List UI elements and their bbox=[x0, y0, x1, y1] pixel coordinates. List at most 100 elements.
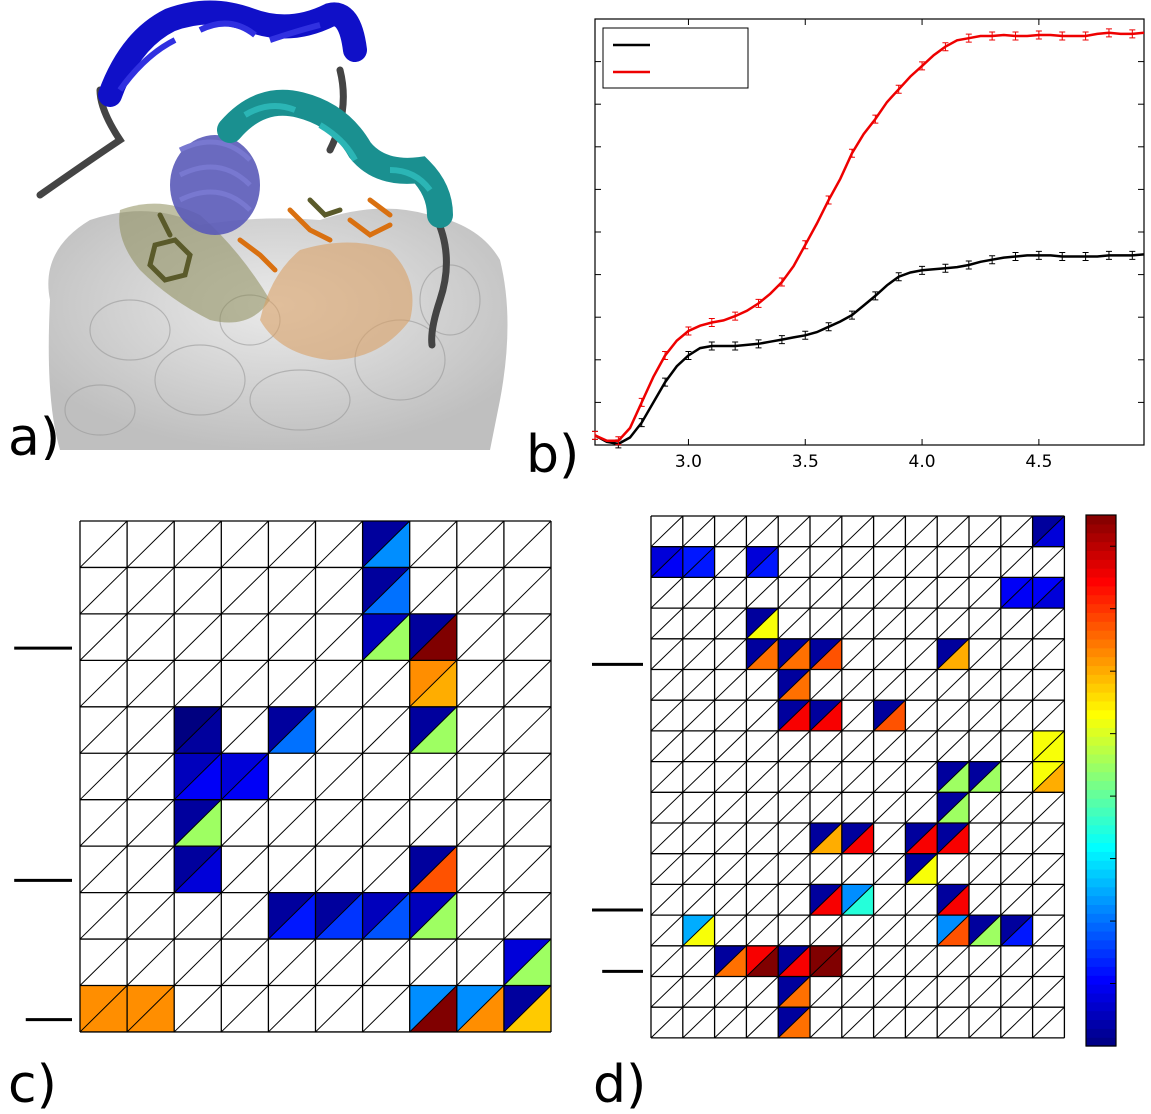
colorbar-segment bbox=[1086, 913, 1116, 923]
cell-diagonal bbox=[968, 638, 1002, 670]
colorbar-segment bbox=[1086, 798, 1116, 808]
colorbar-segment bbox=[1086, 700, 1116, 711]
cell-diagonal bbox=[746, 515, 779, 548]
cell-diagonal bbox=[682, 761, 715, 793]
cell-diagonal bbox=[777, 914, 811, 947]
cell-diagonal bbox=[1032, 669, 1065, 701]
cell-diagonal bbox=[1032, 546, 1065, 578]
cell-diagonal bbox=[268, 567, 316, 615]
cell-diagonal bbox=[362, 799, 411, 847]
cell-diagonal bbox=[650, 638, 684, 670]
cell-diagonal bbox=[873, 853, 906, 885]
colorbar-segment bbox=[1086, 718, 1116, 728]
cell-diagonal bbox=[456, 799, 505, 847]
cell-diagonal bbox=[682, 607, 715, 640]
error-bar bbox=[848, 310, 855, 320]
cell-diagonal bbox=[503, 892, 552, 940]
colorbar-segment bbox=[1086, 665, 1116, 675]
cell-diagonal bbox=[936, 976, 970, 1008]
cell-diagonal bbox=[936, 607, 970, 640]
cell-diagonal bbox=[809, 914, 843, 947]
error-bar bbox=[895, 84, 902, 94]
cell-lower-ARG72-ASP43 bbox=[1000, 577, 1033, 609]
cell-diagonal bbox=[905, 730, 938, 762]
cell-diagonal bbox=[362, 659, 411, 708]
error-bar bbox=[1035, 30, 1042, 40]
cell-diagonal bbox=[777, 577, 811, 609]
panel-a-label: a) bbox=[8, 408, 60, 460]
colorbar-segment bbox=[1086, 745, 1116, 755]
cell-diagonal bbox=[650, 1006, 684, 1039]
colorbar-segment bbox=[1086, 647, 1116, 658]
cell-diagonal bbox=[362, 752, 411, 801]
cell-diagonal bbox=[905, 669, 938, 701]
cell-diagonal bbox=[126, 567, 175, 615]
cell-diagonal bbox=[409, 892, 458, 940]
cell-diagonal bbox=[968, 577, 1002, 609]
colorbar-segment bbox=[1086, 1037, 1116, 1047]
cell-diagonal bbox=[746, 730, 779, 762]
cell-diagonal bbox=[936, 546, 970, 578]
colorbar-segment bbox=[1086, 594, 1116, 605]
cell-diagonal bbox=[905, 607, 938, 640]
cell-diagonal bbox=[1032, 976, 1065, 1008]
cell-diagonal bbox=[873, 822, 906, 855]
x-tick-label: 3.0 bbox=[675, 452, 702, 472]
contact-map-c: c) bbox=[8, 520, 552, 1114]
cell-diagonal bbox=[456, 659, 505, 708]
cell-diagonal bbox=[905, 515, 938, 548]
cell-diagonal bbox=[682, 515, 715, 548]
cell-diagonal bbox=[173, 706, 222, 754]
cell-diagonal bbox=[714, 853, 747, 885]
cell-diagonal bbox=[268, 520, 316, 568]
cell-diagonal bbox=[905, 853, 938, 885]
colorbar-segment bbox=[1086, 550, 1116, 560]
cell-diagonal bbox=[1000, 945, 1033, 977]
cell-diagonal bbox=[714, 515, 747, 548]
cell-diagonal bbox=[905, 577, 938, 609]
colorbar-segment bbox=[1086, 842, 1116, 852]
colorbar-segment bbox=[1086, 1019, 1116, 1029]
colorbar-segment bbox=[1086, 922, 1116, 932]
cell-diagonal bbox=[650, 853, 684, 885]
cell-diagonal bbox=[968, 914, 1002, 947]
cell-diagonal bbox=[968, 669, 1002, 701]
cell-diagonal bbox=[503, 938, 552, 986]
cell-diagonal bbox=[650, 607, 684, 640]
cell-diagonal bbox=[650, 515, 684, 548]
cell-diagonal bbox=[409, 567, 458, 615]
cell-diagonal bbox=[1000, 607, 1033, 640]
error-bar bbox=[965, 33, 972, 43]
cell-diagonal bbox=[841, 546, 874, 578]
cell-diagonal bbox=[220, 892, 269, 940]
cell-diagonal bbox=[1000, 546, 1033, 578]
cell-diagonal bbox=[873, 607, 906, 640]
cell-diagonal bbox=[409, 520, 458, 568]
cell-diagonal bbox=[777, 546, 811, 578]
cell-diagonal bbox=[777, 791, 811, 824]
colorbar-segment bbox=[1086, 1028, 1116, 1038]
cell-diagonal bbox=[809, 791, 843, 824]
cell-diagonal bbox=[650, 699, 684, 732]
cell-diagonal bbox=[841, 699, 874, 732]
cell-diagonal bbox=[682, 976, 715, 1008]
cell-diagonal bbox=[905, 914, 938, 947]
cell-diagonal bbox=[682, 546, 715, 578]
cell-diagonal bbox=[409, 706, 458, 754]
cell-diagonal bbox=[126, 752, 175, 801]
plot-frame bbox=[594, 18, 1145, 446]
cell-diagonal bbox=[714, 1006, 747, 1039]
cell-diagonal bbox=[409, 752, 458, 801]
error-bar bbox=[1012, 251, 1019, 261]
cell-diagonal bbox=[714, 638, 747, 670]
cell-diagonal bbox=[220, 845, 269, 893]
cell-diagonal bbox=[650, 546, 684, 578]
cell-diagonal bbox=[173, 845, 222, 893]
cell-diagonal bbox=[777, 884, 811, 916]
error-bar bbox=[895, 272, 902, 282]
cell-diagonal bbox=[968, 699, 1002, 732]
cell-diagonal bbox=[873, 761, 906, 793]
x-tick-label: 4.0 bbox=[909, 452, 936, 472]
cell-diagonal bbox=[968, 822, 1002, 855]
cell-diagonal bbox=[809, 761, 843, 793]
